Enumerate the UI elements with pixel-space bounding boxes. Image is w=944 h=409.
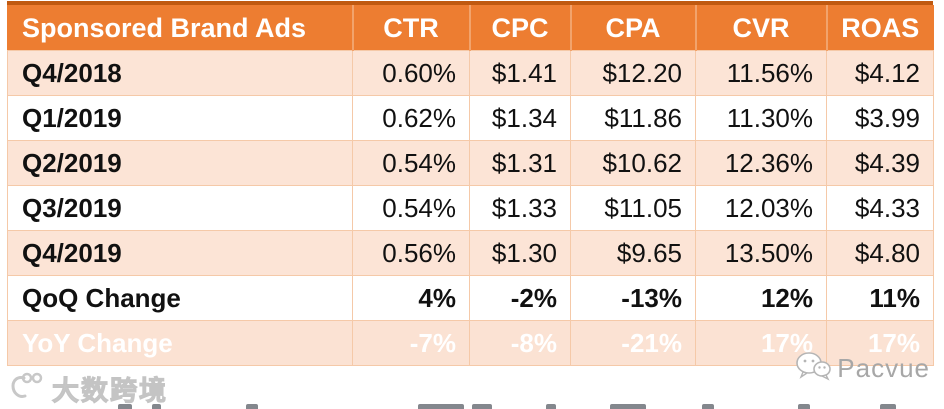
cell-cpc: $1.34 xyxy=(469,95,571,141)
yoy-change-row: YoY Change -7% -8% -21% 17% 17% xyxy=(7,320,934,366)
cutoff-text-fragment xyxy=(798,404,810,409)
cutoff-text-fragment xyxy=(418,404,464,409)
cell-ctr: 0.54% xyxy=(352,185,470,231)
row-label: Q1/2019 xyxy=(7,95,353,141)
column-header-ctr: CTR xyxy=(351,5,471,51)
table-row: Q1/2019 0.62% $1.34 $11.86 11.30% $3.99 xyxy=(7,95,934,141)
cell-cpc: $1.31 xyxy=(469,140,571,186)
row-label: QoQ Change xyxy=(7,275,353,321)
cell-roas: $4.33 xyxy=(826,185,934,231)
cutoff-text-fragment xyxy=(610,404,646,409)
cell-cpc: $1.41 xyxy=(469,50,571,96)
cell-roas: 11% xyxy=(826,275,934,321)
cell-cpa: -13% xyxy=(570,275,696,321)
cell-ctr: 0.62% xyxy=(352,95,470,141)
table-title-cell: Sponsored Brand Ads xyxy=(7,5,354,51)
cell-roas: $4.39 xyxy=(826,140,934,186)
cell-roas: $4.80 xyxy=(826,230,934,276)
cell-cpa: $9.65 xyxy=(570,230,696,276)
cell-roas: $4.12 xyxy=(826,50,934,96)
cell-cvr: 12.36% xyxy=(695,140,827,186)
cell-cpa: $10.62 xyxy=(570,140,696,186)
cell-cvr: 11.30% xyxy=(695,95,827,141)
table-row: Q2/2019 0.54% $1.31 $10.62 12.36% $4.39 xyxy=(7,140,934,186)
cell-roas: $3.99 xyxy=(826,95,934,141)
qoq-change-row: QoQ Change 4% -2% -13% 12% 11% xyxy=(7,275,934,321)
cell-ctr: 4% xyxy=(352,275,470,321)
cell-ctr: 0.56% xyxy=(352,230,470,276)
row-label: Q2/2019 xyxy=(7,140,353,186)
cell-roas: 17% xyxy=(826,320,934,366)
dashukuajing-logo-icon xyxy=(10,372,46,405)
table-row: Q3/2019 0.54% $1.33 $11.05 12.03% $4.33 xyxy=(7,185,934,231)
cell-cpa: $12.20 xyxy=(570,50,696,96)
dashukuajing-watermark: 大数跨境 xyxy=(10,372,168,406)
pacvue-watermark: Pacvue xyxy=(795,350,930,386)
cutoff-text-fragment xyxy=(880,404,896,409)
cutoff-text-fragment xyxy=(546,404,556,409)
cutoff-text-fragment xyxy=(246,404,258,409)
cell-cvr: 11.56% xyxy=(695,50,827,96)
header-row: Sponsored Brand Ads CTR CPC CPA CVR ROAS xyxy=(7,5,934,51)
column-header-cvr: CVR xyxy=(694,5,828,51)
dashukuajing-logo-text: 大数跨境 xyxy=(52,375,168,406)
cell-cpa: -21% xyxy=(570,320,696,366)
cutoff-text-fragment xyxy=(118,404,132,409)
cell-cvr: 12.03% xyxy=(695,185,827,231)
sponsored-brand-ads-table: Sponsored Brand Ads CTR CPC CPA CVR ROAS… xyxy=(7,5,934,366)
cell-cpa: $11.86 xyxy=(570,95,696,141)
row-label: Q4/2019 xyxy=(7,230,353,276)
row-label: YoY Change xyxy=(7,320,353,366)
cell-cpa: $11.05 xyxy=(570,185,696,231)
row-label: Q4/2018 xyxy=(7,50,353,96)
cell-cpc: $1.30 xyxy=(469,230,571,276)
cell-cpc: $1.33 xyxy=(469,185,571,231)
table-row: Q4/2018 0.60% $1.41 $12.20 11.56% $4.12 xyxy=(7,50,934,96)
cell-ctr: 0.60% xyxy=(352,50,470,96)
cutoff-text-fragment xyxy=(702,404,714,409)
cell-cpc: -8% xyxy=(469,320,571,366)
row-label: Q3/2019 xyxy=(7,185,353,231)
column-header-roas: ROAS xyxy=(825,5,934,51)
cell-ctr: 0.54% xyxy=(352,140,470,186)
cutoff-text-fragment xyxy=(152,404,161,409)
pacvue-logo-text: Pacvue xyxy=(837,352,930,383)
cutoff-text-fragment xyxy=(472,404,492,409)
table-row: Q4/2019 0.56% $1.30 $9.65 13.50% $4.80 xyxy=(7,230,934,276)
cell-cvr: 13.50% xyxy=(695,230,827,276)
column-header-cpc: CPC xyxy=(468,5,572,51)
column-header-cpa: CPA xyxy=(569,5,697,51)
table-top-rule xyxy=(7,1,933,5)
cell-cpc: -2% xyxy=(469,275,571,321)
wechat-icon xyxy=(795,350,832,387)
cell-ctr: -7% xyxy=(352,320,470,366)
cell-cvr: 12% xyxy=(695,275,827,321)
